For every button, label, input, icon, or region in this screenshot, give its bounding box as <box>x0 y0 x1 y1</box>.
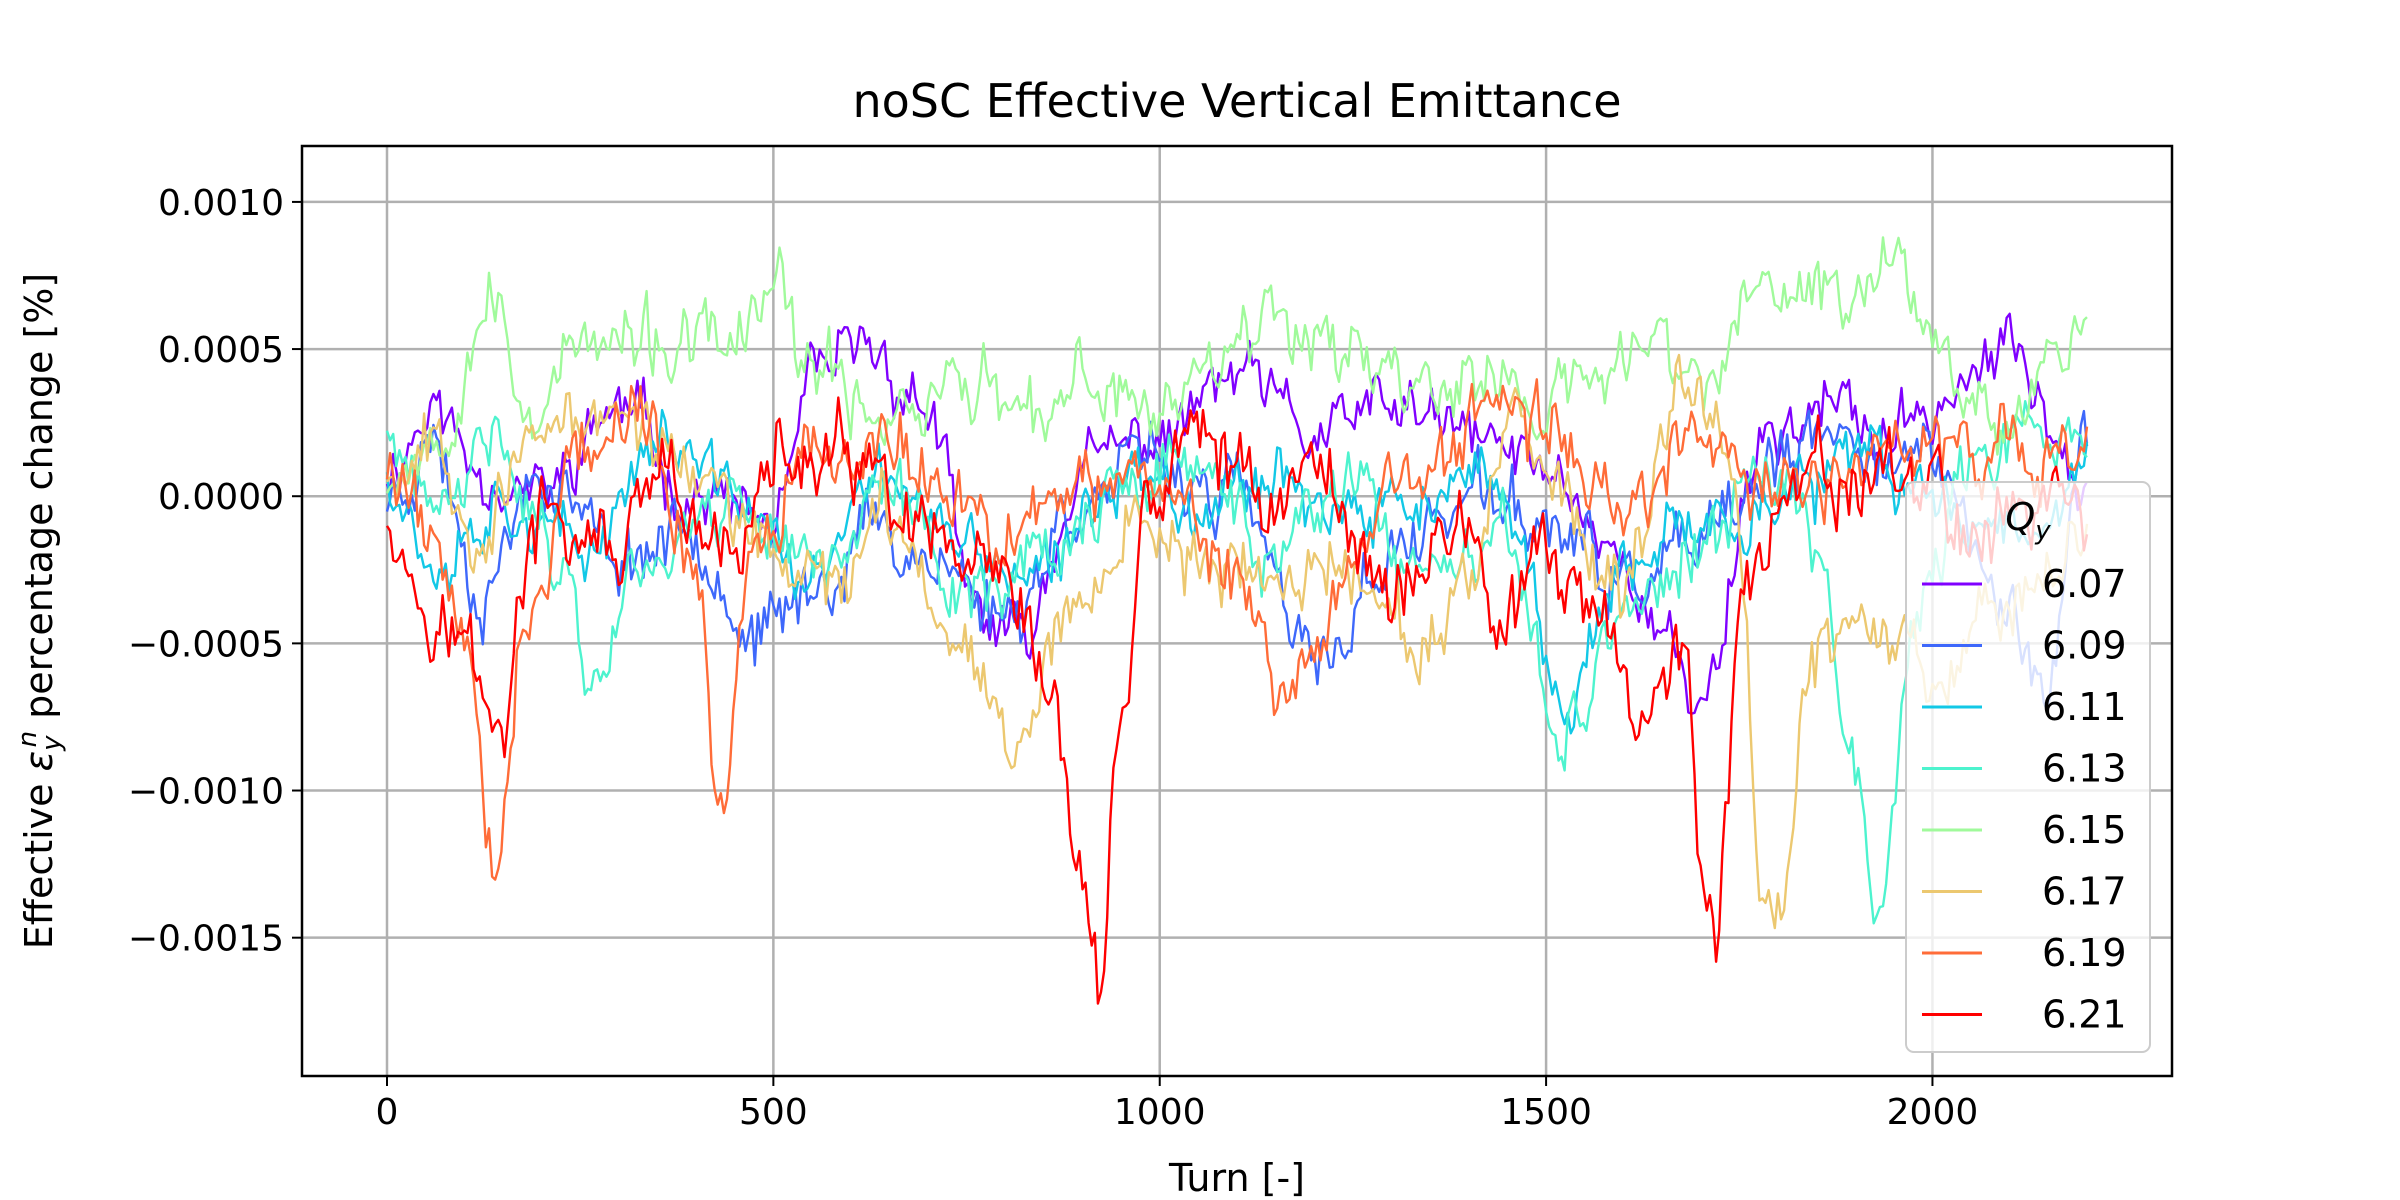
series-line-6-07 <box>385 312 2089 715</box>
y-axis-label-sub: y <box>37 735 67 752</box>
legend-label: 6.19 <box>2042 931 2127 975</box>
x-tick-label: 1000 <box>1114 1092 1206 1133</box>
x-tick-label: 500 <box>739 1092 808 1133</box>
y-axis-label-sup: n <box>13 731 43 747</box>
plot-frame <box>300 144 2174 1078</box>
series-line-6-19 <box>385 378 2089 881</box>
y-tick-label: −0.0015 <box>128 919 284 960</box>
legend-label: 6.21 <box>2042 993 2127 1037</box>
legend-title-sub: y <box>2034 516 2051 546</box>
y-tick-label: −0.0005 <box>128 624 284 665</box>
y-axis-label: Effective εyn percentage change [%] <box>13 273 67 949</box>
y-axis-label-prefix: Effective <box>17 771 61 949</box>
legend-label: 6.11 <box>2042 685 2127 729</box>
legend-label: 6.07 <box>2042 562 2127 606</box>
y-tick-label: −0.0010 <box>128 772 284 813</box>
series-line-6-13 <box>385 400 2088 925</box>
x-tick-label: 0 <box>376 1092 399 1133</box>
x-axis-label: Turn [-] <box>1168 1156 1305 1200</box>
x-tick-label: 1500 <box>1500 1092 1592 1133</box>
legend-title-symbol: Q <box>2005 495 2035 539</box>
legend-label: 6.17 <box>2042 870 2127 914</box>
legend-label: 6.13 <box>2042 747 2127 791</box>
y-tick-label: 0.0000 <box>158 477 284 518</box>
y-tick-label: 0.0005 <box>158 330 284 371</box>
legend: Qy 6.07 6.09 6.11 6.13 6.15 6.17 6.19 6.21 <box>1905 481 2151 1053</box>
legend-label: 6.09 <box>2042 624 2127 668</box>
y-tick-label: 0.0010 <box>158 183 284 224</box>
x-tick-label: 2000 <box>1887 1092 1979 1133</box>
chart-title: noSC Effective Vertical Emittance <box>852 74 1621 128</box>
legend-label: 6.15 <box>2042 808 2127 852</box>
series-lines <box>385 236 2089 1005</box>
legend-box <box>1905 481 2151 1053</box>
y-axis-label-symbol: ε <box>17 751 61 772</box>
y-axis-label-suffix: percentage change [%] <box>17 273 61 731</box>
series-line-6-21 <box>385 396 2089 1005</box>
y-axis-ticks: 0.0010 0.0005 0.0000 −0.0005 −0.0010 −0.0015 <box>128 183 302 960</box>
series-line-6-15 <box>385 236 2088 497</box>
legend-items: 6.07 6.09 6.11 6.13 6.15 6.17 6.19 6.21 <box>1922 562 2127 1037</box>
x-axis-ticks: 0 500 1000 1500 2000 <box>376 1076 1979 1133</box>
legend-title: Qy <box>2005 495 2051 546</box>
